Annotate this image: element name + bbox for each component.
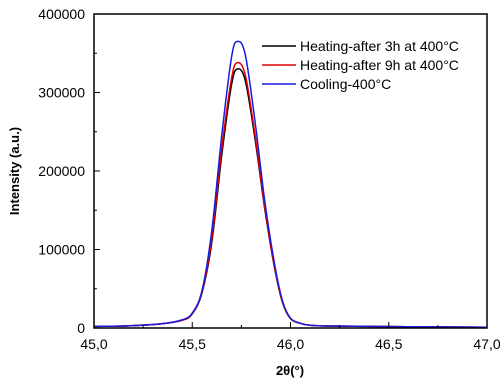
y-tick-label: 0 bbox=[77, 320, 85, 336]
legend: Heating-after 3h at 400°C Heating-after 9… bbox=[262, 38, 459, 92]
ticks-layer: 45,0 45,5 46,0 46,5 47,0 0 100000 200000 300000 4… bbox=[38, 6, 501, 352]
x-tick-label: 45,5 bbox=[179, 336, 206, 352]
series-line-1 bbox=[93, 68, 488, 328]
legend-label: Heating-after 3h at 400°C bbox=[300, 38, 459, 54]
y-tick-label: 100000 bbox=[38, 242, 85, 258]
y-axis-title: Intensity (a.u.) bbox=[7, 127, 22, 215]
y-tick-label: 300000 bbox=[38, 85, 85, 101]
series-line-2 bbox=[93, 61, 488, 328]
x-tick-label: 46,0 bbox=[277, 336, 304, 352]
x-tick-label: 45,0 bbox=[80, 336, 107, 352]
legend-label: Cooling-400°C bbox=[300, 76, 391, 92]
series-layer bbox=[93, 40, 488, 328]
series-line-3 bbox=[93, 40, 488, 328]
y-tick-label: 200000 bbox=[38, 163, 85, 179]
y-tick-label: 400000 bbox=[38, 6, 85, 22]
legend-label: Heating-after 9h at 400°C bbox=[300, 57, 459, 73]
x-axis-title: 2θ(°) bbox=[276, 363, 304, 378]
x-tick-label: 46,5 bbox=[375, 336, 402, 352]
x-tick-label: 47,0 bbox=[473, 336, 500, 352]
